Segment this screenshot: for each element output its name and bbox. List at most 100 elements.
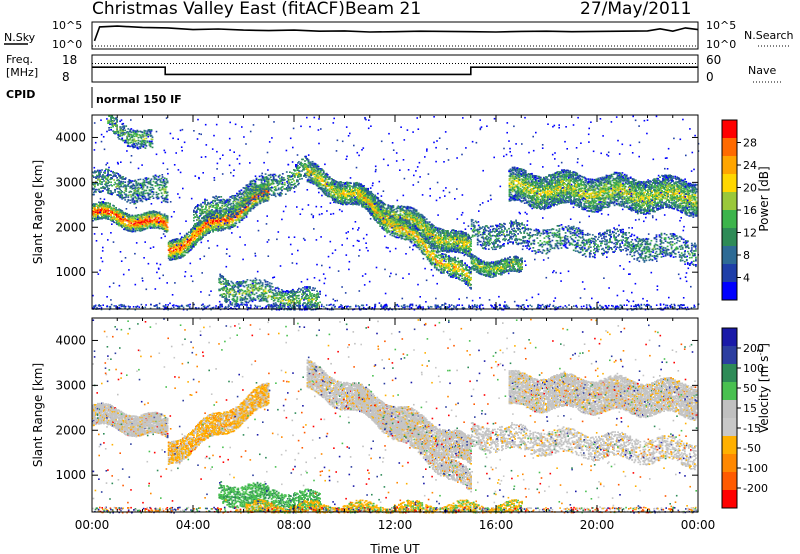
data-point — [161, 186, 164, 189]
data-point — [183, 254, 186, 256]
data-point — [104, 207, 106, 209]
data-point — [94, 218, 96, 221]
data-point — [130, 131, 133, 134]
data-point — [152, 193, 155, 195]
freq-right-tick-bottom: 0 — [706, 70, 714, 84]
data-point — [96, 205, 98, 207]
data-point — [298, 161, 300, 163]
data-point — [95, 209, 97, 212]
data-point — [106, 184, 108, 187]
data-point — [121, 195, 124, 198]
data-point — [393, 208, 396, 211]
data-point — [145, 198, 148, 200]
data-point — [238, 196, 241, 199]
data-point — [189, 234, 191, 237]
data-point — [133, 203, 136, 205]
data-point — [116, 213, 118, 215]
data-point — [127, 228, 130, 230]
data-point — [96, 212, 98, 214]
data-point — [135, 140, 138, 142]
data-point — [95, 177, 97, 179]
data-point — [132, 183, 135, 186]
data-point — [124, 223, 127, 225]
data-point — [280, 176, 283, 178]
data-point — [165, 192, 168, 194]
data-point — [136, 135, 139, 137]
data-point — [256, 201, 259, 204]
data-point — [345, 195, 347, 198]
data-point — [146, 216, 149, 218]
data-point — [152, 191, 155, 193]
data-point — [120, 184, 123, 186]
data-point — [214, 197, 216, 200]
data-point — [128, 191, 131, 194]
data-point — [117, 191, 120, 193]
data-point — [139, 200, 142, 202]
data-point — [117, 220, 120, 223]
data-point — [144, 216, 147, 218]
data-point — [118, 175, 121, 178]
data-point — [243, 203, 246, 206]
data-point — [104, 186, 106, 189]
data-point — [129, 179, 132, 182]
data-point — [159, 225, 162, 228]
data-point — [110, 115, 112, 117]
data-point — [111, 123, 113, 125]
data-point — [231, 208, 234, 210]
data-point — [98, 188, 100, 191]
data-point — [166, 230, 169, 232]
data-point — [140, 199, 143, 201]
data-point — [149, 217, 152, 220]
data-point — [134, 222, 137, 225]
data-point — [110, 184, 112, 186]
data-point — [146, 187, 149, 189]
data-point — [112, 209, 114, 211]
data-point — [163, 222, 166, 224]
data-point — [113, 212, 115, 215]
data-point — [140, 195, 143, 197]
data-point — [123, 212, 126, 215]
data-point — [118, 195, 121, 198]
data-point — [142, 181, 145, 184]
data-point — [93, 187, 95, 190]
data-point — [190, 241, 192, 243]
data-point — [129, 199, 132, 202]
data-point — [307, 166, 310, 168]
data-point — [101, 169, 103, 171]
data-point — [124, 196, 127, 199]
data-point — [254, 185, 257, 188]
data-point — [154, 211, 157, 214]
data-point — [162, 180, 165, 182]
data-point — [137, 227, 140, 230]
data-point — [101, 217, 103, 219]
data-point — [123, 178, 126, 180]
data-point — [119, 214, 122, 217]
data-point — [95, 176, 97, 178]
data-point — [127, 214, 130, 216]
data-point — [395, 213, 398, 216]
data-point — [141, 228, 144, 231]
data-point — [137, 182, 140, 185]
data-point — [94, 213, 96, 216]
data-point — [113, 207, 115, 210]
data-point — [154, 217, 157, 219]
data-point — [148, 189, 151, 191]
data-point — [241, 219, 244, 221]
data-point — [103, 209, 105, 212]
data-point — [149, 211, 152, 213]
data-point — [151, 184, 154, 186]
data-point — [193, 214, 195, 216]
data-point — [163, 215, 166, 217]
data-point — [163, 226, 166, 228]
data-point — [96, 203, 98, 206]
data-point — [110, 210, 112, 212]
data-point — [200, 205, 202, 207]
data-point — [163, 190, 166, 193]
data-point — [120, 209, 123, 212]
data-point — [133, 226, 136, 228]
data-point — [289, 182, 291, 184]
data-point — [122, 224, 125, 227]
data-point — [152, 197, 155, 199]
data-point — [113, 132, 115, 134]
data-point — [142, 197, 145, 200]
